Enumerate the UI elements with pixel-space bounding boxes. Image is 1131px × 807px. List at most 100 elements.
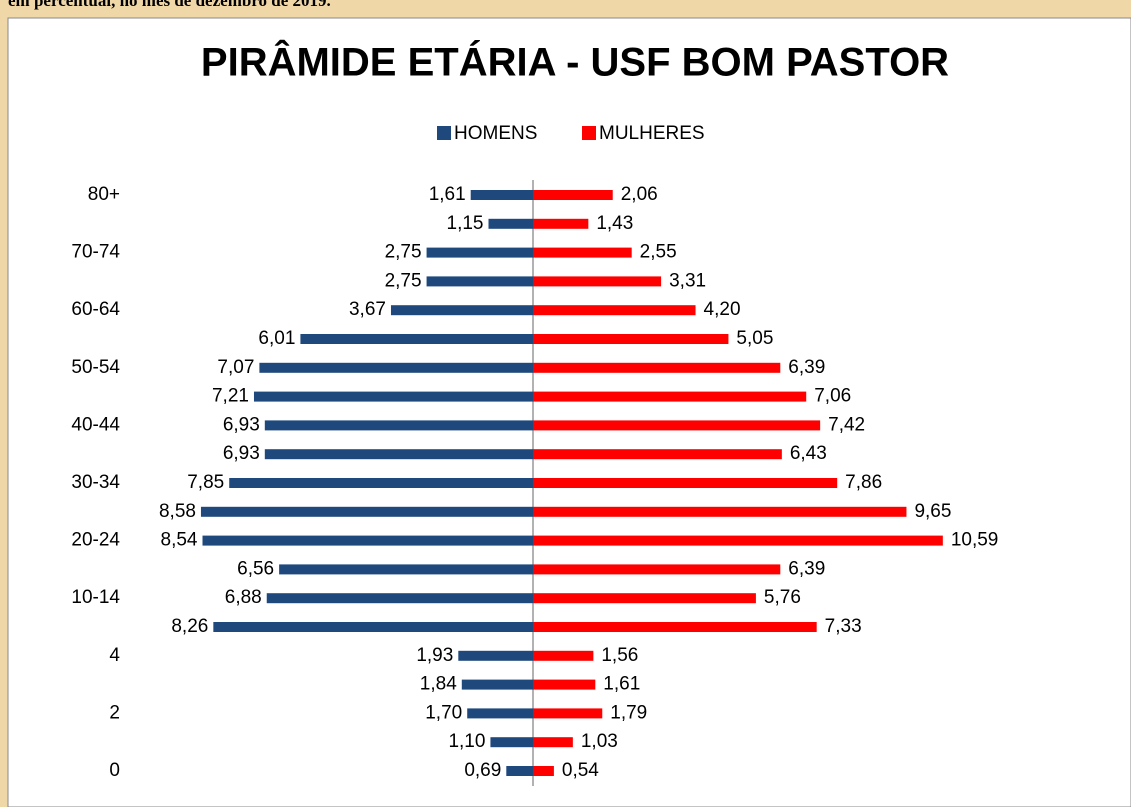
y-tick-label: 60-64 [71,299,120,320]
bar [533,737,573,748]
bar [533,622,817,632]
data-label: 1,10 [448,731,485,752]
y-tick-label: 4 [109,645,120,666]
y-tick-label: 10-14 [71,587,120,608]
bar [533,679,596,690]
data-label: 8,26 [171,616,208,637]
bar [200,506,534,517]
data-label: 6,93 [223,443,260,464]
bar [213,622,533,632]
bar [533,506,907,517]
data-label: 4,20 [704,299,741,320]
bar [533,391,807,402]
data-label: 2,75 [385,270,422,291]
data-label: 6,39 [788,357,825,378]
legend-label: HOMENS [454,123,537,144]
y-tick-label: 40-44 [71,414,120,435]
bar [467,708,533,719]
data-label: 7,86 [845,472,882,493]
data-label: 1,43 [596,213,633,234]
legend-swatch [582,126,596,140]
data-label: 7,85 [187,472,224,493]
data-label: 7,42 [828,414,865,435]
bar [279,564,533,575]
data-label: 1,15 [447,213,484,234]
data-label: 6,39 [788,558,825,579]
bar [533,420,821,431]
caption: em percentual, no mês de dezembro de 201… [8,0,331,10]
bar [490,737,533,748]
data-label: 7,33 [825,616,862,637]
y-tick-label: 70-74 [71,242,120,263]
data-label: 0,54 [562,760,599,781]
data-label: 7,21 [212,386,249,407]
bar [533,276,662,287]
data-label: 2,06 [621,184,658,205]
data-label: 3,67 [349,299,386,320]
data-label: 6,56 [237,558,274,579]
data-label: 6,43 [790,443,827,464]
bar [533,708,603,719]
bar [426,276,533,287]
data-label: 6,01 [258,328,295,349]
data-label: 1,70 [425,702,462,723]
bar [253,391,533,402]
data-label: 10,59 [951,530,999,551]
bar [202,535,533,546]
bar [533,535,943,546]
data-label: 8,58 [159,501,196,522]
legend-label: MULHERES [599,123,705,144]
bar [533,305,696,316]
data-label: 0,69 [464,760,501,781]
data-label: 1,61 [429,184,466,205]
data-label: 1,84 [420,674,457,695]
data-label: 1,03 [581,731,618,752]
bar [533,362,781,373]
bar [390,305,533,316]
data-label: 5,76 [764,587,801,608]
bar [533,190,613,200]
y-tick-label: 50-54 [71,357,120,378]
bar [458,650,533,661]
y-tick-label: 20-24 [71,530,120,551]
data-label: 2,55 [640,242,677,263]
y-tick-label: 30-34 [71,472,120,493]
data-label: 7,06 [814,386,851,407]
data-label: 6,88 [225,587,262,608]
bar [488,218,533,229]
bar [426,247,533,258]
bar [229,478,533,488]
data-label: 2,75 [385,242,422,263]
bar [264,449,533,460]
chart-title: PIRÂMIDE ETÁRIA - USF BOM PASTOR [201,39,949,85]
data-label: 5,05 [736,328,773,349]
bar [533,593,756,604]
bar [533,564,781,575]
bar [264,420,533,431]
bar [259,362,533,373]
y-tick-label: 80+ [88,184,120,205]
data-label: 6,93 [223,414,260,435]
bar [533,247,632,258]
y-tick-label: 2 [109,702,120,723]
bar [533,449,782,460]
legend-swatch [437,126,451,140]
data-label: 8,54 [161,530,198,551]
bar [461,679,533,690]
bar [533,766,554,776]
bar [266,593,533,604]
bar [470,190,533,200]
bar [533,218,589,229]
bar [533,478,838,488]
data-label: 1,79 [610,702,647,723]
data-label: 1,56 [601,645,638,666]
data-label: 1,61 [603,674,640,695]
chart-area [7,17,1131,807]
bar [533,334,729,344]
bar [300,334,533,344]
data-label: 7,07 [217,357,254,378]
data-label: 1,93 [416,645,453,666]
bar [533,650,594,661]
